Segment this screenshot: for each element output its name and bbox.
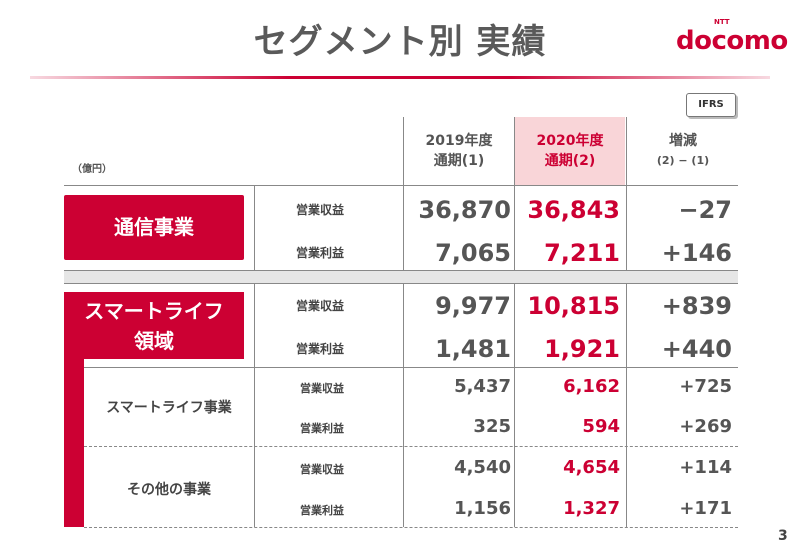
other-business-revenue-2019: 4,540 bbox=[454, 457, 511, 478]
segment-smartlife-label: スマートライフ 領域 bbox=[64, 292, 244, 359]
divider-col-2020 bbox=[514, 117, 515, 527]
sub-smartlife-business-label: スマートライフ事業 bbox=[106, 400, 232, 416]
telecom-profit-label: 営業利益 bbox=[296, 246, 345, 260]
other-business-revenue-label: 営業収益 bbox=[300, 463, 344, 476]
smartlife-profit-diff: +440 bbox=[661, 335, 732, 363]
telecom-profit-diff: +146 bbox=[661, 239, 732, 267]
ifrs-badge: IFRS bbox=[686, 93, 736, 117]
docomo-logo: NTT docomo bbox=[676, 18, 792, 58]
smartlife-bracket bbox=[64, 355, 84, 527]
other-business-revenue-diff: +114 bbox=[679, 457, 732, 478]
divider-col-2019 bbox=[403, 117, 404, 527]
header-fy2019: 2019年度 通期(1) bbox=[405, 131, 513, 171]
header-diff-label: 増減 bbox=[669, 133, 697, 149]
header-rule bbox=[64, 185, 738, 186]
divider-telecom-label bbox=[254, 185, 255, 270]
header-diff: 増減 (2) − (1) bbox=[628, 131, 738, 171]
smartlife-revenue-2020: 10,815 bbox=[527, 292, 620, 320]
sub-other-business-label: その他の事業 bbox=[127, 482, 211, 498]
telecom-revenue-2020: 36,843 bbox=[527, 196, 620, 224]
other-business-profit-label: 営業利益 bbox=[300, 504, 344, 517]
smartlife-business-profit-diff: +269 bbox=[679, 416, 732, 437]
header-diff-formula: (2) − (1) bbox=[656, 154, 710, 167]
smartlife-business-revenue-diff: +725 bbox=[679, 376, 732, 397]
other-business-revenue-2020: 4,654 bbox=[563, 457, 620, 478]
page-title: セグメント別 実績 bbox=[253, 22, 547, 62]
smartlife-top-rule bbox=[64, 283, 738, 284]
divider-smartlife-label bbox=[254, 283, 255, 367]
page-number: 3 bbox=[778, 528, 788, 544]
fy2020-header-highlight bbox=[515, 117, 625, 185]
table-bottom-dashed bbox=[84, 527, 738, 528]
header-fy2019-period: 通期(1) bbox=[433, 153, 485, 169]
smartlife-profit-2020: 1,921 bbox=[544, 335, 620, 363]
smartlife-profit-2019: 1,481 bbox=[435, 335, 511, 363]
smartlife-business-revenue-2020: 6,162 bbox=[563, 376, 620, 397]
other-business-profit-diff: +171 bbox=[679, 498, 732, 519]
divider-col-diff bbox=[626, 117, 627, 527]
telecom-revenue-label: 営業収益 bbox=[296, 203, 345, 217]
title-underline bbox=[30, 76, 770, 79]
divider-sub-label bbox=[254, 367, 255, 527]
segment-smartlife-label-line2: 領域 bbox=[134, 329, 174, 353]
unit-label: （億円） bbox=[72, 164, 112, 175]
header-fy2020-period: 通期(2) bbox=[544, 153, 596, 169]
telecom-bottom-rule bbox=[64, 270, 738, 271]
telecom-revenue-diff: −27 bbox=[678, 196, 732, 224]
segment-smartlife-label-line1: スマートライフ bbox=[84, 299, 224, 323]
logo-text: docomo bbox=[676, 26, 788, 56]
sub-divider-dashed bbox=[84, 446, 738, 447]
telecom-profit-2019: 7,065 bbox=[435, 239, 511, 267]
smartlife-business-revenue-label: 営業収益 bbox=[300, 382, 344, 395]
other-business-profit-2019: 1,156 bbox=[454, 498, 511, 519]
header-fy2019-year: 2019年度 bbox=[425, 133, 493, 149]
section-separator bbox=[64, 270, 738, 283]
smartlife-business-revenue-2019: 5,437 bbox=[454, 376, 511, 397]
other-business-profit-2020: 1,327 bbox=[563, 498, 620, 519]
smartlife-revenue-label: 営業収益 bbox=[296, 299, 345, 313]
smartlife-revenue-diff: +839 bbox=[661, 292, 732, 320]
smartlife-profit-label: 営業利益 bbox=[296, 342, 345, 356]
segment-telecom-label: 通信事業 bbox=[64, 195, 244, 260]
smartlife-total-rule bbox=[84, 367, 738, 368]
smartlife-business-profit-2019: 325 bbox=[473, 416, 511, 437]
logo-ntt-text: NTT bbox=[714, 18, 730, 26]
header-fy2020: 2020年度 通期(2) bbox=[515, 131, 625, 171]
telecom-profit-2020: 7,211 bbox=[544, 239, 620, 267]
telecom-revenue-2019: 36,870 bbox=[418, 196, 511, 224]
smartlife-business-profit-2020: 594 bbox=[582, 416, 620, 437]
smartlife-revenue-2019: 9,977 bbox=[435, 292, 511, 320]
header-fy2020-year: 2020年度 bbox=[536, 133, 604, 149]
smartlife-business-profit-label: 営業利益 bbox=[300, 422, 344, 435]
